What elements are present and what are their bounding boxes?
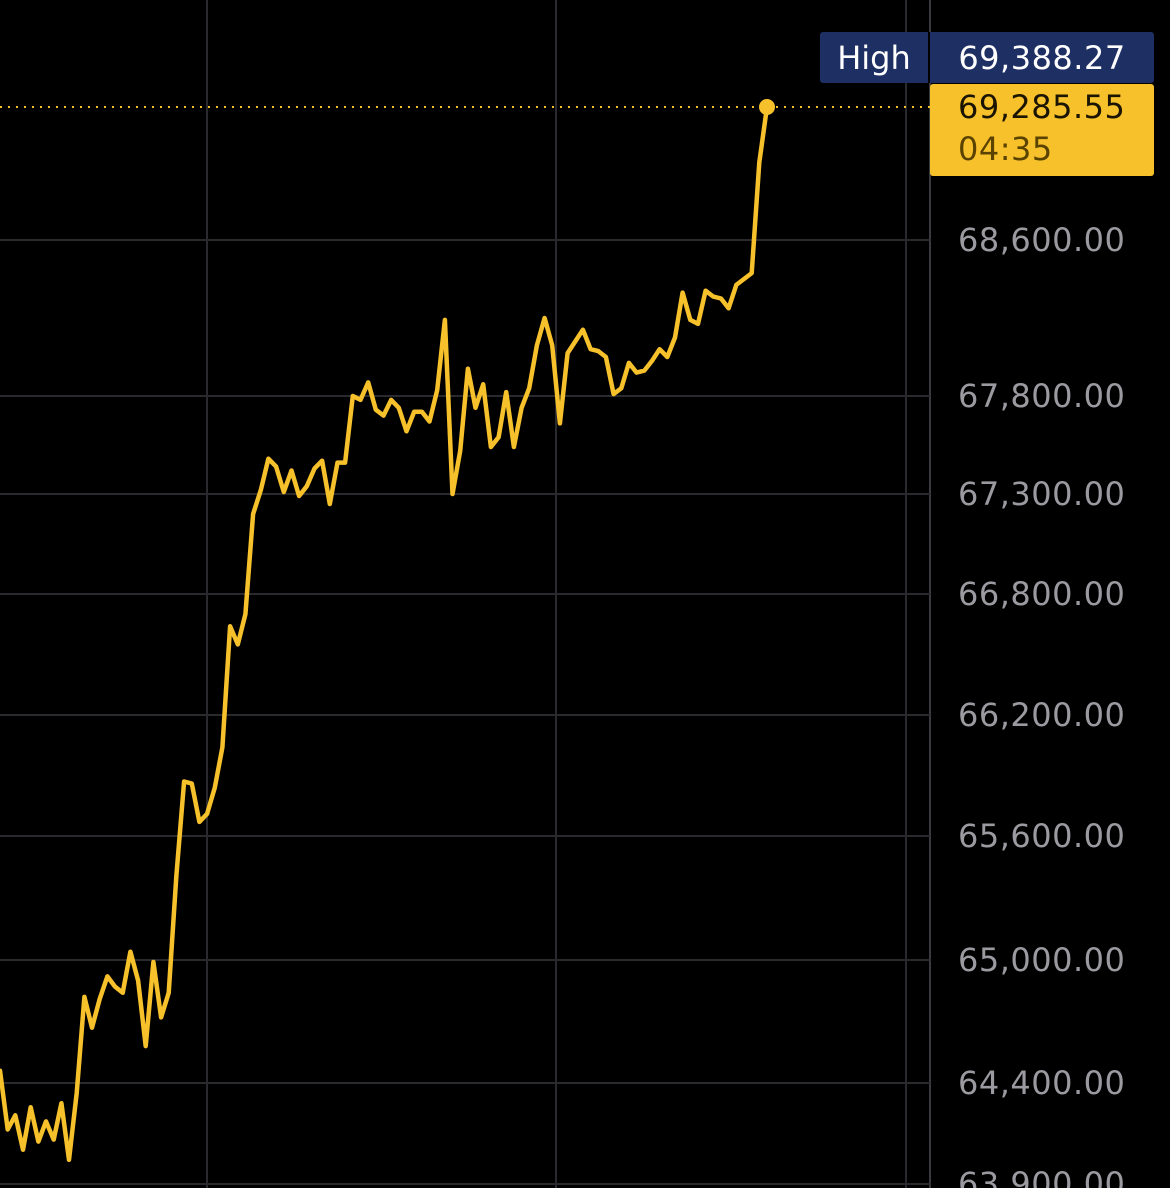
price-axis: 68,600.00 67,800.00 67,300.00 66,800.00 66,2… — [958, 221, 1125, 1188]
last-price-value: 69,285.55 — [958, 88, 1126, 126]
badge-divider — [928, 32, 930, 83]
high-value: 69,388.27 — [930, 32, 1154, 83]
high-label: High — [820, 32, 928, 83]
y-tick-label: 67,800.00 — [958, 377, 1125, 415]
price-series-line — [0, 104, 770, 1163]
last-price-marker — [759, 99, 775, 115]
series-area — [0, 99, 930, 1163]
y-tick-label: 65,000.00 — [958, 941, 1125, 979]
y-tick-label: 68,600.00 — [958, 221, 1125, 259]
y-tick-label: 66,800.00 — [958, 575, 1125, 613]
y-tick-label: 67,300.00 — [958, 475, 1125, 513]
y-tick-label: 66,200.00 — [958, 696, 1125, 734]
candle-countdown: 04:35 — [958, 130, 1053, 168]
y-tick-label: 65,600.00 — [958, 817, 1125, 855]
y-tick-label: 64,400.00 — [958, 1064, 1125, 1102]
y-tick-label: 63,900.00 — [958, 1165, 1125, 1188]
last-price-badge: 69,285.55 04:35 — [930, 84, 1154, 176]
high-price-badge: High 69,388.27 — [820, 32, 1154, 83]
